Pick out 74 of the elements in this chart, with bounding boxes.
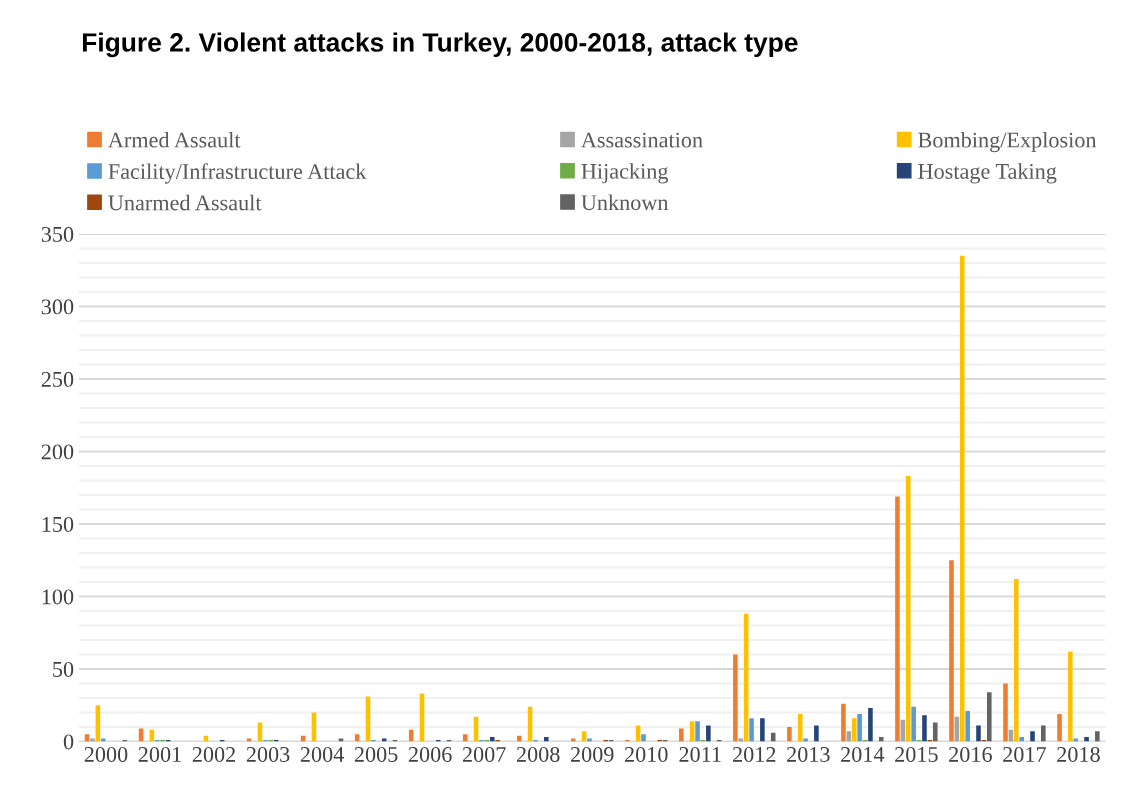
y-tick-label: 0 (63, 734, 74, 750)
legend-label: Hostage Taking (918, 163, 1057, 184)
bar (787, 726, 792, 742)
bar (1084, 737, 1089, 742)
legend-label: Hijacking (581, 163, 669, 184)
bar (851, 718, 857, 742)
bar (695, 721, 700, 742)
y-tick-label: 200 (41, 444, 74, 460)
y-tick-label: 350 (41, 226, 74, 242)
bar (462, 734, 468, 742)
legend-label: Assassination (581, 132, 703, 148)
legend-label: Unarmed Assault (108, 194, 262, 211)
bar (976, 725, 981, 742)
y-tick-label: 250 (41, 371, 74, 387)
x-tick-label: 2014 (841, 746, 885, 762)
x-tick-label: 2011 (679, 746, 721, 762)
bar (489, 737, 495, 742)
bar (1068, 651, 1073, 742)
bar (749, 718, 754, 742)
x-tick-label: 2005 (354, 746, 398, 762)
bar (878, 737, 884, 742)
x-tick-label: 2007 (462, 746, 506, 762)
x-tick-label: 2004 (300, 746, 344, 762)
bar (868, 708, 873, 742)
x-tick-label: 2017 (1003, 746, 1046, 762)
x-tick-label: 2016 (949, 746, 992, 762)
bar (905, 476, 911, 742)
legend-label: Unknown (581, 194, 669, 211)
bar (408, 729, 414, 742)
x-tick-label: 2013 (787, 746, 830, 762)
x-tick-label: 2002 (192, 746, 236, 762)
x-tick-label: 2008 (516, 746, 560, 762)
bar (1014, 579, 1019, 742)
chart-title: Figure 2. Violent attacks in Turkey, 2000-2018, attack type (82, 32, 798, 58)
bar (814, 725, 819, 742)
x-tick-label: 2009 (570, 746, 614, 762)
bar (932, 722, 938, 742)
bar (959, 255, 965, 742)
bar (1030, 731, 1035, 742)
bar (841, 703, 846, 742)
x-tick-label: 2012 (733, 746, 776, 762)
bar (679, 728, 684, 742)
bar (949, 560, 954, 742)
bar (1057, 713, 1062, 742)
bar (922, 715, 927, 742)
bar (986, 692, 992, 742)
y-tick-label: 100 (42, 589, 74, 605)
bar (1019, 737, 1024, 742)
bar (733, 654, 738, 742)
bar (895, 496, 900, 742)
x-tick-label: 2010 (624, 746, 668, 762)
y-tick-label: 50 (53, 661, 74, 677)
bar (1095, 731, 1100, 742)
y-tick-label: 150 (42, 516, 74, 532)
x-tick-label: 2015 (895, 746, 938, 762)
legend-label: Bombing/Explosion (918, 131, 1097, 153)
bar (1003, 683, 1008, 742)
bar (641, 734, 646, 742)
bar (911, 706, 916, 742)
legend-label: Armed Assault (108, 131, 241, 148)
x-tick-label: 2000 (84, 746, 128, 762)
bar (760, 718, 765, 742)
bar (706, 725, 711, 742)
x-tick-label: 2006 (408, 746, 452, 762)
bar (516, 735, 522, 742)
bar (1041, 725, 1046, 742)
bar (543, 737, 549, 742)
bar (965, 711, 970, 742)
y-tick-label: 300 (41, 299, 74, 315)
bar (857, 713, 862, 742)
legend-label: Facility/Infrastructure Attack (108, 163, 367, 184)
x-tick-label: 2001 (138, 746, 181, 762)
x-tick-label: 2003 (246, 746, 290, 762)
x-tick-label: 2018 (1057, 746, 1100, 762)
